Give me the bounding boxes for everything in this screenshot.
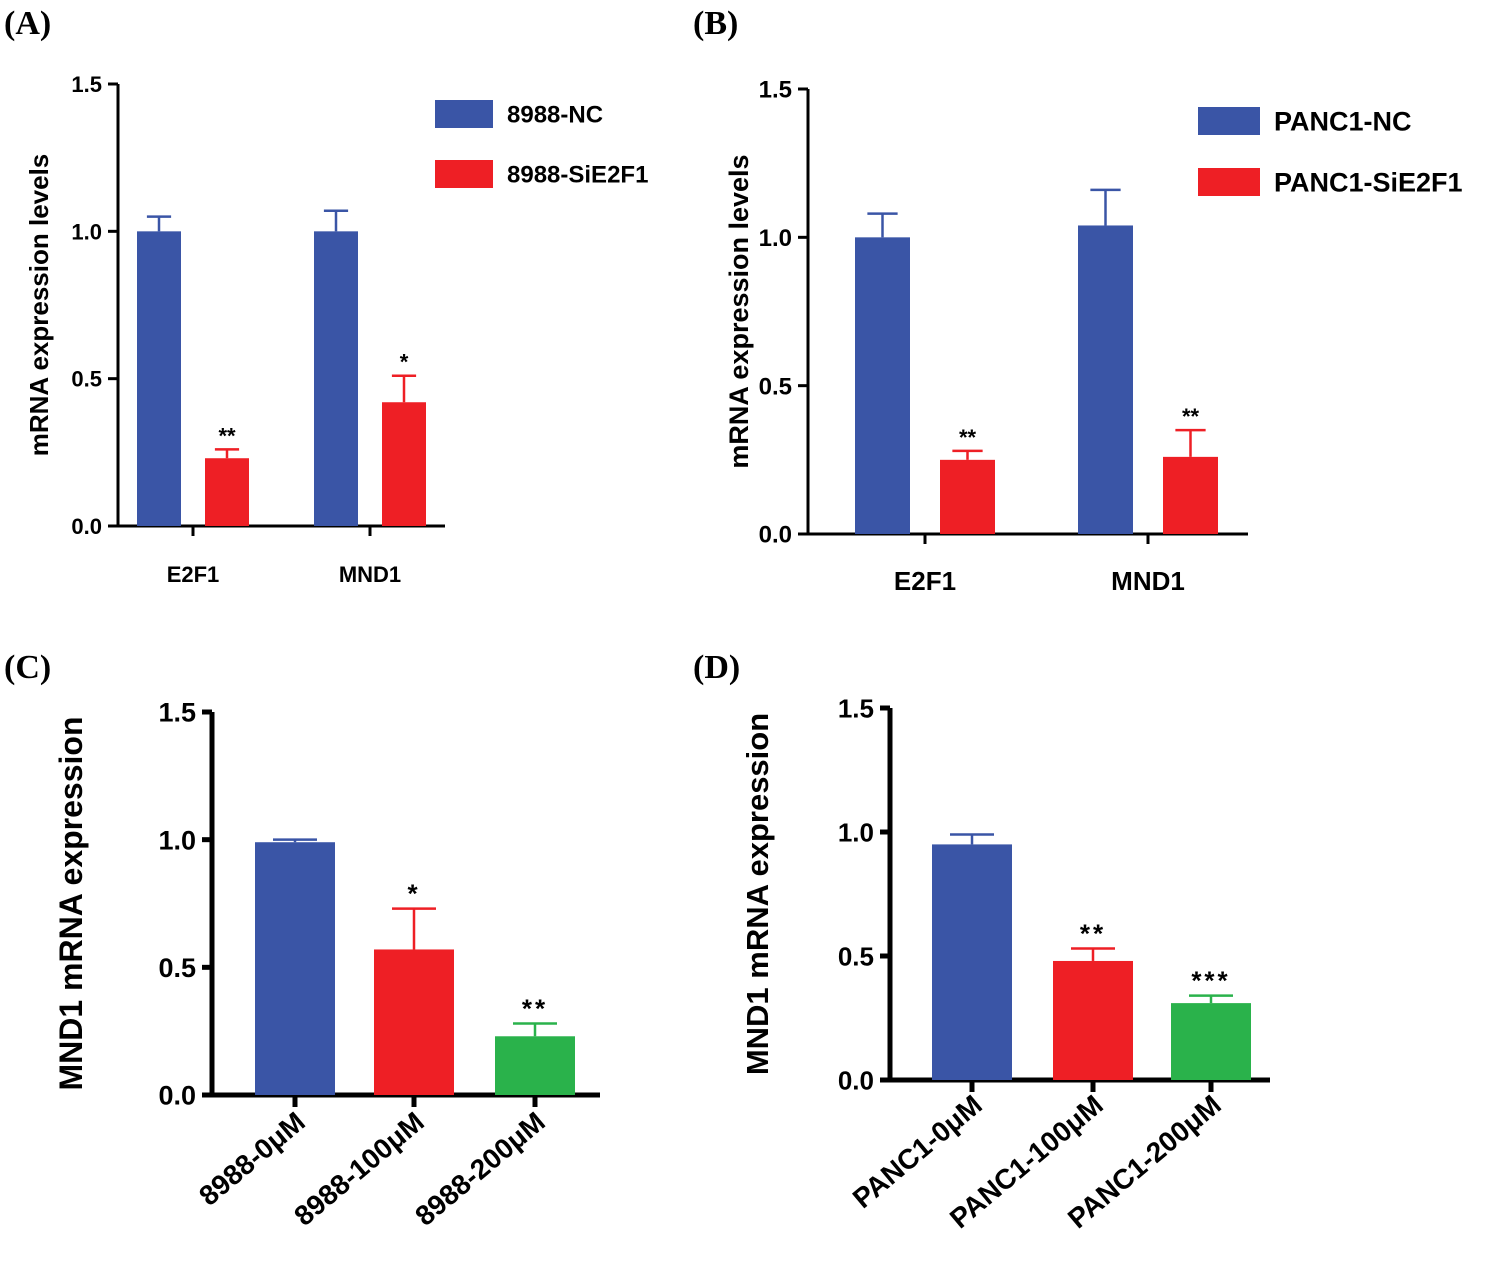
x-category-label: MND1 <box>1111 566 1185 596</box>
y-tick-label: 1.0 <box>838 817 874 847</box>
bar-mnd1-0 <box>1078 225 1133 534</box>
significance-label: * <box>407 879 420 909</box>
y-tick-label: 1.0 <box>71 219 102 244</box>
y-tick-label: 1.0 <box>759 225 792 252</box>
significance-label: ** <box>1182 404 1200 429</box>
bar-cat-0 <box>255 842 335 1095</box>
y-tick-label: 1.5 <box>71 72 102 97</box>
y-tick-label: 0.5 <box>838 941 874 971</box>
chart-panel-1: (B) 0.0 0.5 1.0 1.5 mRNA expression levels ** E… <box>693 5 1463 596</box>
bar-cat-0 <box>932 844 1012 1080</box>
panel-label: (B) <box>693 5 738 42</box>
significance-label: ** <box>1080 919 1106 949</box>
bar-e2f1-0 <box>855 237 910 535</box>
y-axis-title: MND1 mRNA expression <box>740 713 775 1075</box>
panel-label: (A) <box>4 5 51 42</box>
panel-label: (C) <box>4 649 51 686</box>
panel-label: (D) <box>693 649 740 686</box>
significance-label: ** <box>959 425 977 450</box>
bar-e2f1-1 <box>205 458 249 526</box>
legend-label: 8988-NC <box>507 102 603 129</box>
x-category-label: E2F1 <box>894 566 956 596</box>
y-axis-title: mRNA expression levels <box>724 154 754 468</box>
bar-cat-1 <box>1053 960 1133 1080</box>
chart-panel-2: (C) 0.0 0.5 1.0 1.5 MND1 mRNA expression 8988-… <box>4 649 600 1232</box>
y-axis-title: MND1 mRNA expression <box>53 716 89 1090</box>
bar-cat-1 <box>374 949 454 1095</box>
legend-swatch <box>1198 107 1260 135</box>
significance-label: ** <box>522 994 548 1024</box>
legend-label: PANC1-SiE2F1 <box>1274 168 1463 198</box>
legend-label: 8988-SiE2F1 <box>507 162 648 189</box>
bar-e2f1-0 <box>137 231 181 527</box>
x-category-label: MND1 <box>339 562 401 587</box>
bar-e2f1-1 <box>940 459 995 534</box>
legend-swatch <box>435 100 493 128</box>
bar-mnd1-0 <box>314 231 358 527</box>
x-category-label: 8988-0μM <box>193 1106 311 1212</box>
y-axis-title: mRNA expression levels <box>24 154 54 457</box>
bar-cat-2 <box>1171 1003 1251 1080</box>
y-tick-label: 0.5 <box>158 953 196 983</box>
y-tick-label: 1.0 <box>158 825 196 855</box>
x-category-label: 8988-100μM <box>288 1106 430 1232</box>
bar-mnd1-1 <box>1163 456 1218 534</box>
significance-label: * <box>400 350 409 375</box>
y-tick-label: 0.0 <box>759 522 792 549</box>
x-category-label: E2F1 <box>167 562 220 587</box>
y-tick-label: 0.0 <box>158 1081 196 1111</box>
significance-label: *** <box>1191 966 1230 996</box>
legend-swatch <box>1198 168 1260 196</box>
bar-cat-2 <box>495 1036 575 1095</box>
y-tick-label: 0.0 <box>71 514 102 539</box>
y-tick-label: 1.5 <box>158 698 196 728</box>
significance-label: ** <box>218 423 236 448</box>
y-tick-label: 0.0 <box>838 1065 874 1095</box>
y-tick-label: 0.5 <box>71 367 102 392</box>
legend-label: PANC1-NC <box>1274 107 1412 137</box>
bar-mnd1-1 <box>382 402 426 526</box>
legend-swatch <box>435 160 493 188</box>
y-tick-label: 0.5 <box>759 373 792 400</box>
x-category-label: 8988-200μM <box>409 1106 551 1232</box>
chart-panel-0: (A) 0.0 0.5 1.0 1.5 mRNA expression levels ** E… <box>4 5 648 587</box>
y-tick-label: 1.5 <box>838 693 874 723</box>
y-tick-label: 1.5 <box>759 77 792 104</box>
